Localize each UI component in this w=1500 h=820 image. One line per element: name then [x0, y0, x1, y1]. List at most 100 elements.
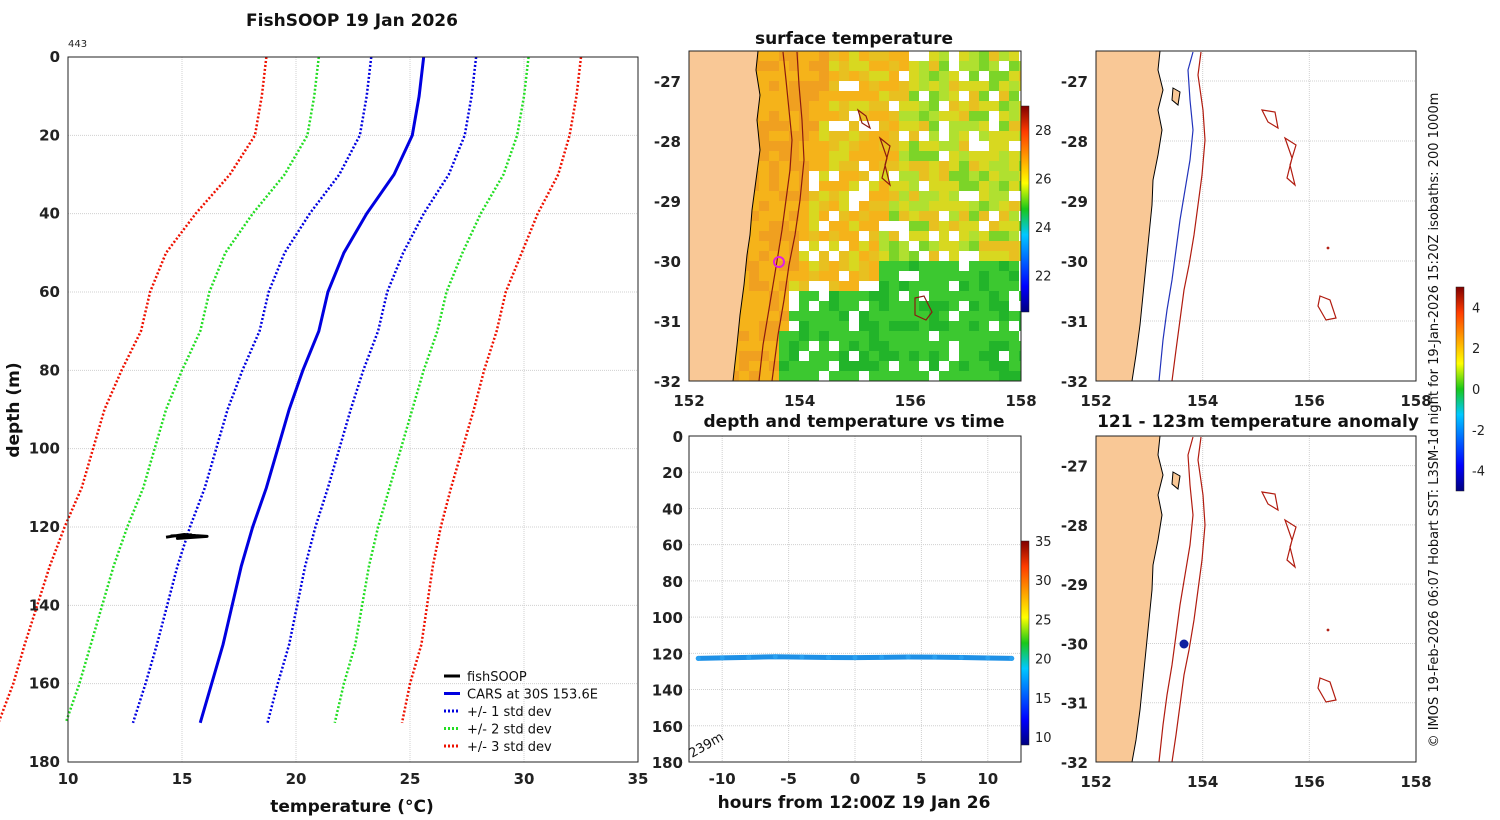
- sst-cell: [969, 271, 979, 281]
- sst-cell: [869, 111, 879, 121]
- sst-cell: [1009, 341, 1019, 351]
- sst-cell: [819, 321, 829, 331]
- sst-cell: [749, 281, 759, 291]
- sst-cell: [1009, 51, 1019, 61]
- sst-cell: [809, 171, 819, 181]
- sst-cell: [869, 351, 879, 361]
- sst-cell: [839, 151, 849, 161]
- sst-cell: [749, 251, 759, 261]
- sst-cell: [879, 351, 889, 361]
- sst-cell: [909, 331, 919, 341]
- sst-cell: [779, 101, 789, 111]
- sst-cell: [909, 191, 919, 201]
- profile-frame: [67, 56, 639, 763]
- sst-cell: [839, 161, 849, 171]
- sst-cell: [799, 171, 809, 181]
- sst-cell: [1019, 361, 1021, 371]
- sst-cell: [939, 161, 949, 171]
- sst-cell: [809, 291, 819, 301]
- sst-cell: [879, 201, 889, 211]
- sst-cell: [909, 221, 919, 231]
- sst-cell: [999, 311, 1009, 321]
- sst-cell: [819, 331, 829, 341]
- sst-cell: [989, 361, 999, 371]
- sst-cell: [749, 311, 759, 321]
- sst-cell: [849, 71, 859, 81]
- timeseries-annotation: 239m: [687, 730, 727, 762]
- ts-point: [719, 655, 725, 661]
- sst-cell: [869, 181, 879, 191]
- sst-cell: [959, 71, 969, 81]
- sst-cell: [979, 341, 989, 351]
- sst-cell: [949, 161, 959, 171]
- sst-cell: [1009, 331, 1019, 341]
- sst-cell: [969, 181, 979, 191]
- sst-cell: [979, 141, 989, 151]
- ts-xtick-label: 0: [850, 770, 860, 788]
- sst-cell: [959, 61, 969, 71]
- sst-cell: [899, 61, 909, 71]
- sst-cell: [919, 51, 929, 61]
- sst-cell: [879, 111, 889, 121]
- sst-cell: [899, 361, 909, 371]
- map-ytick-label: -29: [1061, 193, 1088, 211]
- sst-cell: [839, 291, 849, 301]
- sst-cell: [959, 301, 969, 311]
- sst-cell: [789, 321, 799, 331]
- anomaly-colorbar-label: -2: [1472, 424, 1485, 439]
- sst-cell: [1019, 131, 1021, 141]
- sst-cell: [849, 51, 859, 61]
- sst-cell: [919, 71, 929, 81]
- map-xtick-label: 154: [784, 392, 815, 410]
- bathy-land: [1096, 51, 1164, 381]
- sst-cell: [979, 61, 989, 71]
- sst-cell: [1019, 171, 1021, 181]
- sst-cell: [979, 81, 989, 91]
- sst-cell: [1009, 311, 1019, 321]
- sst-cell: [1009, 221, 1019, 231]
- sst-cell: [849, 101, 859, 111]
- sst-cell: [999, 301, 1009, 311]
- sst-cell: [889, 171, 899, 181]
- sst-cell: [979, 271, 989, 281]
- sst-cell: [769, 71, 779, 81]
- map-ytick-label: -29: [654, 193, 681, 211]
- ts-xtick-label: 5: [916, 770, 926, 788]
- sst-cell: [829, 81, 839, 91]
- sst-cell: [939, 111, 949, 121]
- profile-std2-line: [64, 56, 321, 724]
- sst-cell: [959, 151, 969, 161]
- sst-cell: [1019, 271, 1021, 281]
- sst-cell: [789, 161, 799, 171]
- profile-subtitle: 443: [68, 39, 87, 50]
- sst-cell: [839, 241, 849, 251]
- sst-cell: [909, 91, 919, 101]
- sst-cell: [1019, 51, 1021, 61]
- sst-cell: [989, 111, 999, 121]
- legend-label: CARS at 30S 153.6E: [467, 688, 598, 703]
- sst-cell: [1009, 61, 1019, 71]
- sst-cell: [909, 351, 919, 361]
- sst-cell: [959, 281, 969, 291]
- sst-cell: [859, 141, 869, 151]
- ts-xtick-label: 10: [977, 770, 998, 788]
- sst-cell: [829, 61, 839, 71]
- sst-cell: [759, 211, 769, 221]
- sst-cell: [769, 61, 779, 71]
- sst-cell: [899, 211, 909, 221]
- bathy-seamounts: [1260, 109, 1337, 321]
- timeseries-xlabel: hours from 12:00Z 19 Jan 26: [718, 793, 991, 813]
- ts-point: [985, 655, 991, 661]
- sst-cell: [759, 261, 769, 271]
- profile-ytick-label: 40: [39, 205, 60, 223]
- sst-cell: [929, 261, 939, 271]
- sst-cell: [829, 321, 839, 331]
- sst-cell: [919, 111, 929, 121]
- sst-cell: [799, 371, 809, 381]
- sst-cell: [889, 361, 899, 371]
- sst-cell: [939, 311, 949, 321]
- sst-cell: [929, 101, 939, 111]
- sst-cell: [759, 201, 769, 211]
- sst-cell: [819, 311, 829, 321]
- sst-cell: [979, 171, 989, 181]
